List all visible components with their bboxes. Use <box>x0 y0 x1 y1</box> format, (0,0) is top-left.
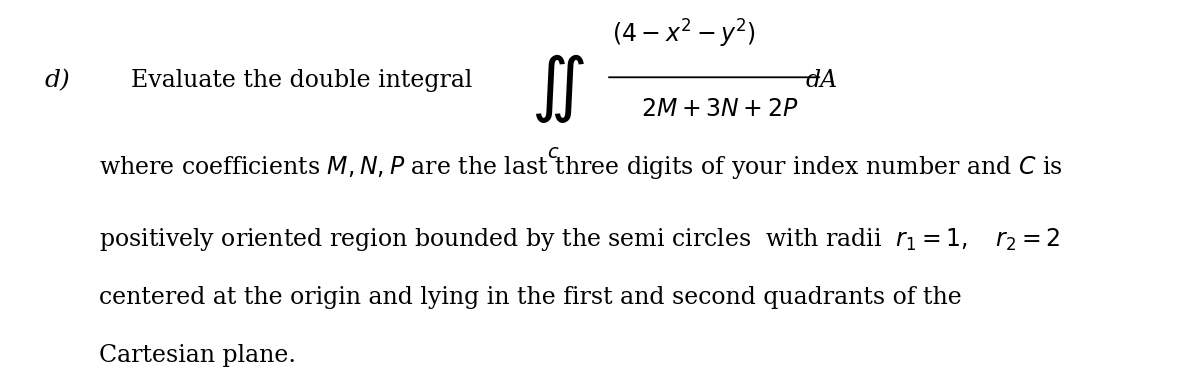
Text: where coefficients $M, N, P$ are the last three digits of your index number and : where coefficients $M, N, P$ are the las… <box>98 154 1062 181</box>
Text: $c$: $c$ <box>547 144 559 162</box>
Text: $2M+3N+2P$: $2M+3N+2P$ <box>641 98 798 121</box>
Text: $\iint$: $\iint$ <box>530 52 584 125</box>
Text: Cartesian plane.: Cartesian plane. <box>98 344 295 367</box>
Text: Evaluate the double integral: Evaluate the double integral <box>131 70 473 92</box>
Text: d): d) <box>44 70 71 92</box>
Text: $(4- x^2 - y^2)$: $(4- x^2 - y^2)$ <box>612 18 756 50</box>
Text: centered at the origin and lying in the first and second quadrants of the: centered at the origin and lying in the … <box>98 286 961 309</box>
Text: positively oriented region bounded by the semi circles  with radii  $r_1=1,$   $: positively oriented region bounded by th… <box>98 226 1060 253</box>
Text: dA: dA <box>806 70 838 92</box>
